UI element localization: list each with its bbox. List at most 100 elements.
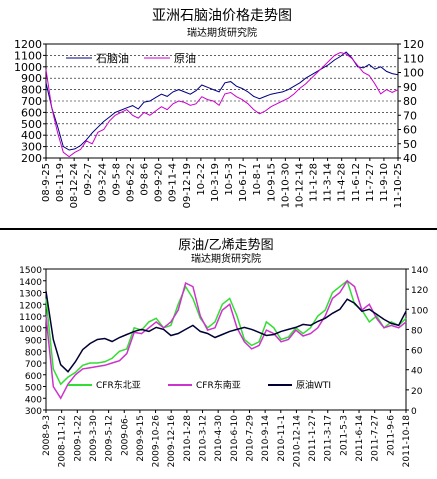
left-axis-tick-label: 700 <box>25 360 42 370</box>
x-axis-tick-label: 11-9-10 <box>379 163 390 202</box>
x-axis-tick-label: 2010-9-14 <box>261 415 271 462</box>
chart-title: 原油/乙烯走势图 <box>178 237 273 253</box>
right-axis-tick-label: 120 <box>411 286 428 296</box>
x-axis-tick-label: 11-7-27 <box>365 163 376 202</box>
x-axis-tick-label: 2011-1-27 <box>308 415 318 462</box>
right-axis-tick-label: 80 <box>411 326 423 336</box>
left-axis-tick-label: 1500 <box>19 266 42 276</box>
left-axis-tick-label: 1100 <box>19 313 42 323</box>
naphtha-price-chart-svg: 亚洲石脑油价格走势图瑞达期货研究院20030040050060070080090… <box>14 8 424 208</box>
x-axis-tick-label: 11-10-25 <box>393 163 404 208</box>
x-axis-tick-label: 2011-3-17 <box>324 415 334 462</box>
x-axis-tick-label: 2009-06- <box>120 415 130 456</box>
left-axis-tick-label: 800 <box>25 348 42 358</box>
chart-title: 亚洲石脑油价格走势图 <box>152 8 292 24</box>
left-axis-tick-label: 300 <box>21 141 42 154</box>
left-axis-tick-label: 800 <box>21 84 42 97</box>
right-axis-tick-label: 90 <box>403 81 417 94</box>
x-axis-tick-label: 2010-11-1 <box>277 415 287 462</box>
x-axis-tick-label: 2010-12-14 <box>292 415 302 468</box>
right-axis-tick-label: 40 <box>411 367 423 377</box>
x-axis-tick-label: 10-6-17 <box>238 163 249 202</box>
left-axis-tick-label: 1400 <box>19 278 42 288</box>
left-axis-tick-label: 700 <box>21 95 42 108</box>
right-axis-tick-label: 50 <box>403 138 417 151</box>
x-axis-tick-label: 2011-10-18 <box>402 415 412 468</box>
x-axis-tick-label: 09-5-8 <box>111 163 122 196</box>
x-axis-tick-label: 2011-9-6 <box>386 415 396 456</box>
crude-ethylene-chart-svg: 原油/乙烯走势图瑞达期货研究院3004005006007008009001000… <box>19 237 428 468</box>
left-axis-tick-label: 200 <box>21 152 42 165</box>
left-axis-tick-label: 1200 <box>14 38 42 51</box>
x-axis-tick-label: 10-2-2 <box>196 163 207 196</box>
right-axis-tick-label: 20 <box>411 387 423 397</box>
left-axis-tick-label: 400 <box>21 129 42 142</box>
right-axis-tick-label: 40 <box>403 152 417 165</box>
x-axis-tick-label: 11-3-14 <box>323 163 334 202</box>
right-axis-tick-label: 110 <box>403 52 424 65</box>
series-line-right <box>45 51 399 158</box>
x-axis-tick-label: 10-3-19 <box>210 163 221 202</box>
x-axis-tick-label: 11-1-28 <box>309 163 320 202</box>
series-line-right <box>45 291 407 373</box>
crude-ethylene-chart: 原油/乙烯走势图 瑞达期货研究院 300 400 500 600 700 800 900 1000… <box>0 232 437 475</box>
legend-label: CFR东南亚 <box>196 379 241 391</box>
x-axis-tick-label: 09-2-7 <box>83 163 94 196</box>
left-axis-tick-label: 1000 <box>14 61 42 74</box>
x-axis-tick-label: 10-12-14 <box>294 163 305 208</box>
x-axis-tick-label: 2011-6-14 <box>355 415 365 462</box>
x-axis-tick-label: 2009-12-16 <box>167 415 177 468</box>
x-axis-tick-label: 10-5-3 <box>224 163 235 196</box>
x-axis-tick-label: 2008-9-3 <box>42 415 52 456</box>
x-axis-tick-label: 09-9-20 <box>154 163 165 202</box>
right-axis-tick-label: 100 <box>403 67 424 80</box>
right-axis-tick-label: 70 <box>403 109 417 122</box>
naphtha-price-chart: 亚洲石脑油价格走势图 瑞达期货研究院 200 300 400 500 600 700 800 90… <box>0 0 437 226</box>
left-axis-tick-label: 1000 <box>19 325 42 335</box>
right-axis-tick-label: 120 <box>403 38 424 51</box>
left-axis-tick-label: 300 <box>25 407 42 417</box>
left-axis-tick-label: 400 <box>25 395 42 405</box>
x-axis-tick-label: 08-9-25 <box>41 163 52 202</box>
right-axis-tick-label: 60 <box>403 124 417 137</box>
x-axis-tick-label: 2008-11-12 <box>58 415 68 467</box>
x-axis-tick-label: 2010-4-30 <box>214 415 224 462</box>
left-axis-tick-label: 1100 <box>14 49 42 62</box>
left-axis-tick-label: 600 <box>25 372 42 382</box>
series-line-left <box>45 51 399 151</box>
series-line-left <box>45 279 407 400</box>
left-axis-tick-label: 1300 <box>19 290 42 300</box>
x-axis-tick-label: 2009-10-26 <box>152 415 162 468</box>
left-axis-tick-label: 900 <box>21 72 42 85</box>
left-axis-tick-label: 1200 <box>19 301 42 311</box>
x-axis-tick-label: 10-8-1 <box>252 163 263 196</box>
x-axis-tick-label: 09-6-22 <box>125 163 136 202</box>
x-axis-tick-label: 2009-5-12 <box>105 415 115 462</box>
chart-subtitle: 瑞达期货研究院 <box>191 252 261 265</box>
x-axis-tick-label: 2010-7-29 <box>245 415 255 462</box>
right-axis-tick-label: 100 <box>411 306 428 316</box>
right-axis-tick-label: 60 <box>411 347 423 357</box>
left-axis-tick-label: 900 <box>25 337 42 347</box>
legend-label: 石脑油 <box>96 51 129 65</box>
x-axis-tick-label: 09-12-19 <box>182 163 193 208</box>
x-axis-tick-label: 2009-9-15 <box>136 415 146 462</box>
x-axis-tick-label: 09-11-4 <box>168 163 179 202</box>
legend-label: 原油 <box>174 51 196 65</box>
x-axis-tick-label: 2010-6-10 <box>230 415 240 462</box>
legend-label: 原油WTI <box>296 379 331 391</box>
x-axis-tick-label: 09-3-24 <box>97 163 108 202</box>
right-axis-tick-label: 0 <box>411 407 417 417</box>
x-axis-tick-label: 11-6-12 <box>351 163 362 202</box>
x-axis-tick-label: 2009-3-30 <box>89 415 99 462</box>
x-axis-tick-label: 2010-1-28 <box>183 415 193 462</box>
x-axis-tick-label: 08-11-9 <box>55 163 66 202</box>
legend-label: CFR东北亚 <box>96 379 141 391</box>
right-axis-tick-label: 80 <box>403 95 417 108</box>
x-axis-tick-label: 11-4-28 <box>337 163 348 202</box>
x-axis-tick-label: 2010-3-12 <box>199 415 209 462</box>
x-axis-tick-label: 2009-1-22 <box>73 415 83 462</box>
x-axis-tick-label: 09-8-6 <box>140 163 151 196</box>
x-axis-tick-label: 10-9-15 <box>266 163 277 202</box>
x-axis-tick-label: 2011-7-27 <box>371 415 381 462</box>
